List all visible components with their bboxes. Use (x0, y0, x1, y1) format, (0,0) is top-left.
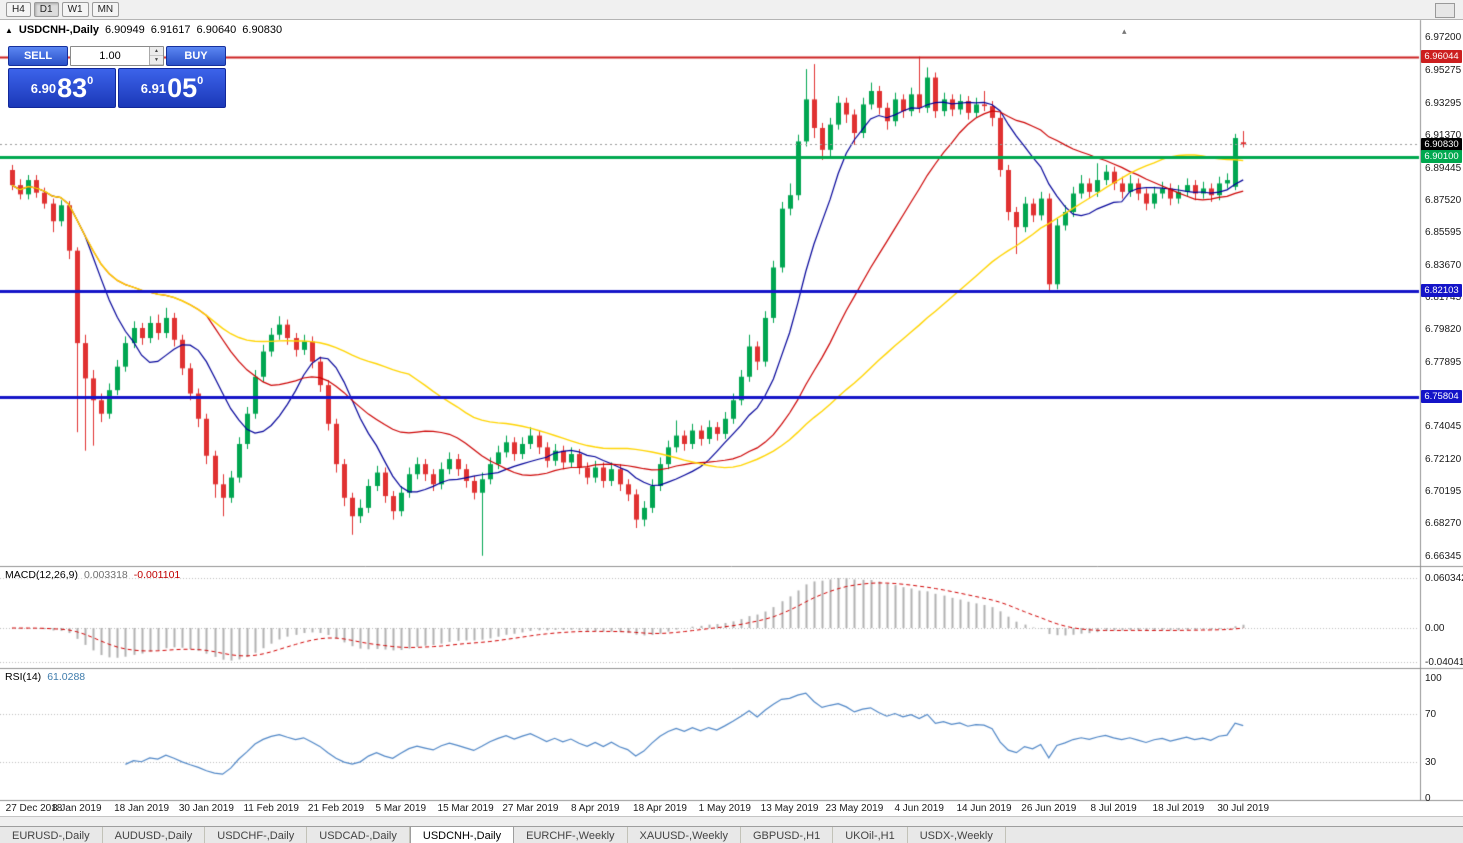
price-tag-6.90830[interactable]: 6.90830 (1421, 137, 1462, 151)
date-label: 8 Apr 2019 (571, 803, 620, 814)
macd-axis-label: 0.060342 (1425, 573, 1463, 584)
macd-axis-label: -0.040415 (1425, 657, 1463, 668)
date-label: 18 Jan 2019 (114, 803, 170, 814)
macd-name: MACD(12,26,9) (5, 569, 78, 581)
chart-tab-xauusd-weekly[interactable]: XAUUSD-,Weekly (628, 827, 741, 843)
macd-indicator-title: MACD(12,26,9) 0.003318 -0.001101 (5, 569, 180, 581)
sell-button[interactable]: SELL (8, 46, 68, 66)
chart-icon: ▲ (5, 25, 13, 35)
date-label: 18 Apr 2019 (633, 803, 687, 814)
chart-tab-gbpusd-h1[interactable]: GBPUSD-,H1 (741, 827, 834, 843)
volume-down-icon[interactable]: ▼ (150, 56, 163, 65)
price-axis-label: 6.79820 (1425, 324, 1462, 336)
chart-tab-usdx-weekly[interactable]: USDX-,Weekly (908, 827, 1006, 843)
price-axis-label: 6.77895 (1425, 356, 1462, 368)
date-label: 1 May 2019 (698, 803, 751, 814)
chart-tab-ukoil-h1[interactable]: UKOil-,H1 (833, 827, 908, 843)
price-axis-label: 6.91370 (1425, 130, 1462, 142)
date-label: 30 Jul 2019 (1217, 803, 1270, 814)
one-click-trading-panel: SELL 1.00 ▲ ▼ BUY 6.90 83 0 6.91 05 0 (8, 46, 226, 108)
timeframe-button-h4[interactable]: H4 (6, 2, 31, 17)
buy-price-display[interactable]: 6.91 05 0 (118, 68, 226, 108)
rsi-axis-label: 100 (1425, 673, 1442, 684)
date-label: 4 Jun 2019 (894, 803, 944, 814)
price-axis-label: 6.68270 (1425, 518, 1462, 530)
price-tag-6.82103[interactable]: 6.82103 (1421, 284, 1462, 298)
date-label: 21 Feb 2019 (307, 803, 365, 814)
ohlc-high: 6.91617 (150, 24, 191, 36)
buy-price-big: 05 (167, 72, 198, 103)
chart-tab-eurchf-weekly[interactable]: EURCHF-,Weekly (514, 827, 628, 843)
date-label: 18 Jul 2019 (1152, 803, 1205, 814)
chart-tab-eurusd-daily[interactable]: EURUSD-,Daily (0, 827, 103, 843)
chart-tabs-bar: EURUSD-,Daily AUDUSD-,Daily USDCHF-,Daily U… (0, 826, 1463, 843)
macd-axis-label: 0.00 (1425, 623, 1445, 634)
timeframe-button-w1[interactable]: W1 (61, 2, 89, 17)
date-label: 14 Jun 2019 (956, 803, 1012, 814)
date-label: 27 Mar 2019 (502, 803, 559, 814)
price-tag-6.96044[interactable]: 6.96044 (1421, 50, 1462, 64)
sell-price-big: 83 (57, 72, 88, 103)
ohlc-open: 6.90949 (105, 24, 145, 36)
date-label: 23 May 2019 (825, 803, 884, 814)
date-label: 5 Mar 2019 (375, 803, 427, 814)
date-label: 13 May 2019 (760, 803, 819, 814)
price-axis-label: 6.72120 (1425, 453, 1462, 465)
price-tag-6.90100[interactable]: 6.90100 (1421, 150, 1462, 164)
ohlc-low: 6.90640 (196, 24, 237, 36)
date-label: 30 Jan 2019 (178, 803, 234, 814)
volume-value[interactable]: 1.00 (99, 50, 121, 62)
rsi-indicator-title: RSI(14) 61.0288 (5, 671, 85, 683)
date-label: 26 Jun 2019 (1021, 803, 1077, 814)
price-axis-label: 6.95275 (1425, 64, 1462, 76)
price-axis-label: 6.70195 (1425, 486, 1462, 498)
date-label: 8 Jan 2019 (52, 803, 102, 814)
price-axis-label: 6.83670 (1425, 259, 1462, 271)
collapse-pane-icon[interactable]: ▴ (1122, 26, 1127, 36)
price-axis-label: 6.85595 (1425, 227, 1462, 239)
macd-main-value: 0.003318 (83, 569, 128, 581)
date-label: 11 Feb 2019 (243, 803, 299, 814)
chart-tab-usdchf-daily[interactable]: USDCHF-,Daily (205, 827, 308, 843)
volume-up-icon[interactable]: ▲ (150, 47, 163, 56)
date-label: 27 Dec 2018 (5, 803, 63, 814)
sell-price-display[interactable]: 6.90 83 0 (8, 68, 116, 108)
rsi-axis-label: 70 (1425, 709, 1437, 720)
rsi-name: RSI(14) (5, 671, 42, 683)
timeframe-button-d1[interactable]: D1 (33, 2, 59, 17)
buy-price-sup: 0 (197, 75, 204, 87)
buy-price-prefix: 6.91 (140, 80, 167, 96)
chart-title: ▲ USDCNH-,Daily 6.90949 6.91617 6.90640 … (5, 24, 282, 36)
rsi-axis-label: 0 (1425, 793, 1431, 804)
rsi-value: 61.0288 (47, 671, 86, 683)
chart-symbol-label: USDCNH-,Daily (18, 24, 99, 36)
date-label: 15 Mar 2019 (437, 803, 494, 814)
sell-price-prefix: 6.90 (30, 80, 57, 96)
price-axis-label: 6.97200 (1425, 32, 1462, 44)
macd-signal-value: -0.001101 (133, 569, 181, 581)
price-axis-label: 6.66345 (1425, 550, 1462, 562)
chart-tab-audusd-daily[interactable]: AUDUSD-,Daily (103, 827, 206, 843)
buy-button[interactable]: BUY (166, 46, 226, 66)
price-axis-label: 6.81745 (1425, 291, 1462, 303)
price-tag-6.75804[interactable]: 6.75804 (1421, 390, 1462, 404)
timeframe-button-mn[interactable]: MN (91, 2, 120, 17)
window-restore-button[interactable] (1435, 3, 1455, 18)
price-axis-label: 6.89445 (1425, 162, 1462, 174)
scroll-strip (0, 816, 1463, 827)
rsi-axis-label: 30 (1425, 757, 1437, 768)
chart-tab-usdcad-daily[interactable]: USDCAD-,Daily (307, 827, 410, 843)
ohlc-close: 6.90830 (242, 24, 283, 36)
sell-price-sup: 0 (87, 75, 94, 87)
price-axis-label: 6.87520 (1425, 194, 1462, 206)
price-axis-label: 6.74045 (1425, 421, 1462, 433)
date-label: 8 Jul 2019 (1090, 803, 1137, 814)
price-axis-label: 6.93295 (1425, 97, 1462, 109)
timeframe-toolbar: H4 D1 W1 MN (0, 0, 1463, 20)
chart-tab-usdcnh-daily[interactable]: USDCNH-,Daily (409, 827, 515, 843)
volume-stepper[interactable]: 1.00 ▲ ▼ (70, 46, 164, 66)
